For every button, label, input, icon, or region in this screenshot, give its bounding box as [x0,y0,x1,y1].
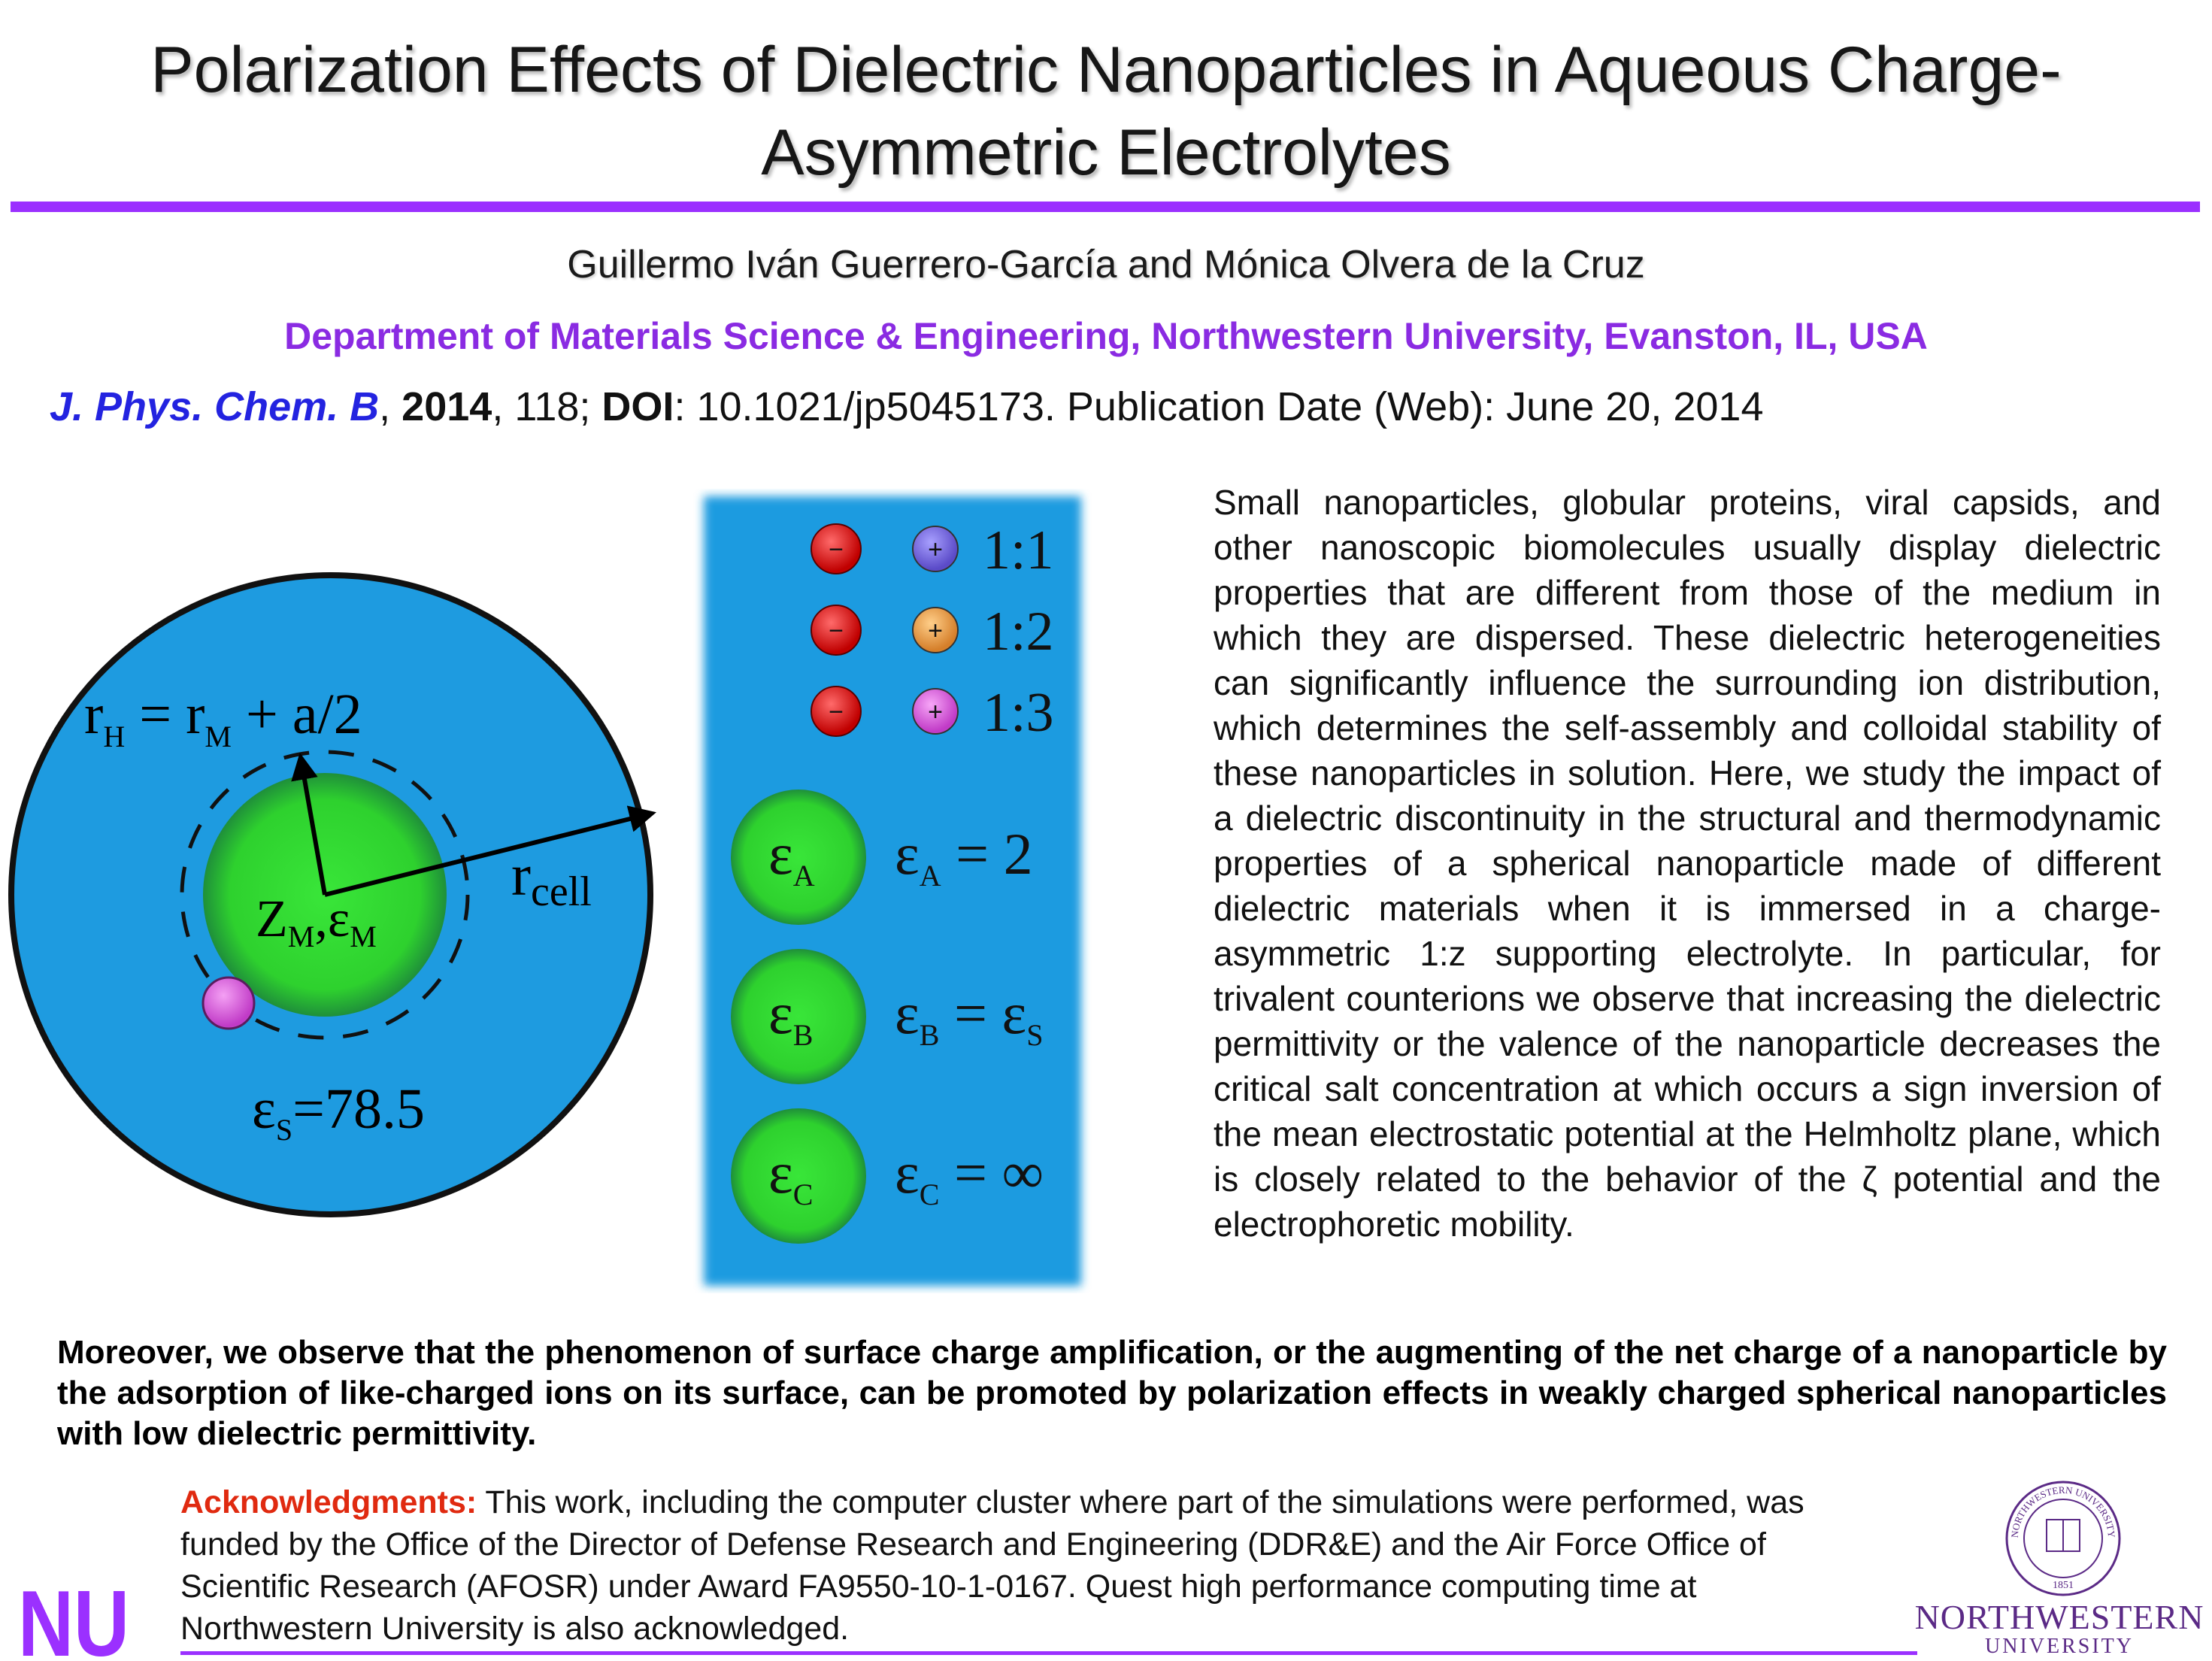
zm-eps-label: ZM,εM [256,890,377,953]
rh-arrow [291,752,327,896]
anion-sign: − [829,617,844,645]
journal-name: J. Phys. Chem. B [50,384,380,429]
ion-row: − +1:2 [811,601,1054,662]
anion-sign: − [829,535,844,564]
citation-volume: , 118; [492,384,602,429]
nu-logo-text: NU [18,1581,129,1659]
particle-equation: εA = 2 [895,821,1033,893]
particle-icon [731,949,866,1084]
ion-ratio-label: 1:3 [983,682,1054,744]
particle-icon [731,790,866,925]
title-line-1: Polarization Effects of Dielectric Nanop… [150,34,2062,106]
particle-icon [731,1108,866,1244]
doi-label: DOI [601,384,674,429]
university-subname: UNIVERSITY [1985,1635,2134,1658]
acknowledgments-label: Acknowledgments: [180,1484,477,1520]
university-seal: NORTHWESTERN UNIVERSITY 1851 [2005,1481,2121,1596]
particle-equation: εB = εS [895,981,1043,1052]
citation: J. Phys. Chem. B, 2014, 118; DOI: 10.102… [50,384,1764,429]
acknowledgments-text: This work, including the computer cluste… [180,1484,1804,1647]
particle-symbol: εC [768,1140,813,1211]
cation-sign: + [928,617,943,645]
rh-label: rH = rM + a/2 [84,683,362,753]
acknowledgments: Acknowledgments: This work, including th… [180,1481,1857,1650]
title-divider [11,202,2200,212]
ion-ratio-label: 1:2 [983,601,1054,662]
particle-rows: εA εA = 2 εB εB = εS εC εC = ∞ [731,790,1044,1244]
cation-icon [912,526,959,572]
nu-logo: NU [18,1581,129,1659]
seal-year: 1851 [2053,1580,2074,1591]
rcell-arrow [324,805,656,897]
ion-row: − +1:1 [811,520,1054,581]
highlight-statement: Moreover, we observe that the phenomenon… [57,1334,2167,1452]
particle-symbol: εB [768,981,813,1052]
rcell-label: rcell [511,842,592,915]
department: Department of Materials Science & Engine… [284,315,1928,357]
authors: Guillermo Iván Guerrero-García and Mónic… [567,243,1645,286]
cation-sign: + [928,698,943,726]
ion-rows: − +1:1 − +1:2 − +1:3 [811,520,1054,744]
footer-rule [180,1651,1917,1655]
ion-ratio-label: 1:1 [983,520,1054,581]
particle-symbol: εA [768,821,815,893]
cell-diagram: rH = rM + a/2 rcell ZM,εM εS=78.5 [8,572,656,1217]
anion-sign: − [829,698,844,726]
seal-outer-ring [2005,1481,2121,1596]
doi-text: : 10.1021/jp5045173. Publication Date (W… [674,384,1764,429]
particle-row: εC εC = ∞ [731,1108,1044,1244]
anion-icon [811,686,862,737]
abstract: Small nanoparticles, globular proteins, … [1214,483,2161,1244]
citation-year: 2014 [401,384,492,429]
particle-row: εB εB = εS [731,949,1043,1084]
university-name: NORTHWESTERN [1914,1598,2204,1636]
title-line-2: Asymmetric Electrolytes [761,117,1451,189]
ion-row: − +1:3 [811,682,1054,744]
helmholtz-plane [180,750,470,1040]
species-panel: − +1:1 − +1:2 − +1:3 εA εA = 2 εB εB = εS εC εC = … [704,496,1081,1286]
counterion [202,976,256,1030]
particle-row: εA εA = 2 [731,790,1033,925]
cation-sign: + [928,535,943,564]
cation-icon [912,688,959,735]
particle-equation: εC = ∞ [895,1140,1044,1211]
poster-title: Polarization Effects of Dielectric Nanop… [30,29,2182,194]
cation-icon [912,607,959,653]
anion-icon [811,523,862,574]
anion-icon [811,605,862,656]
eps-s-label: εS=78.5 [252,1078,425,1147]
seal-inner-ring [2023,1499,2103,1578]
